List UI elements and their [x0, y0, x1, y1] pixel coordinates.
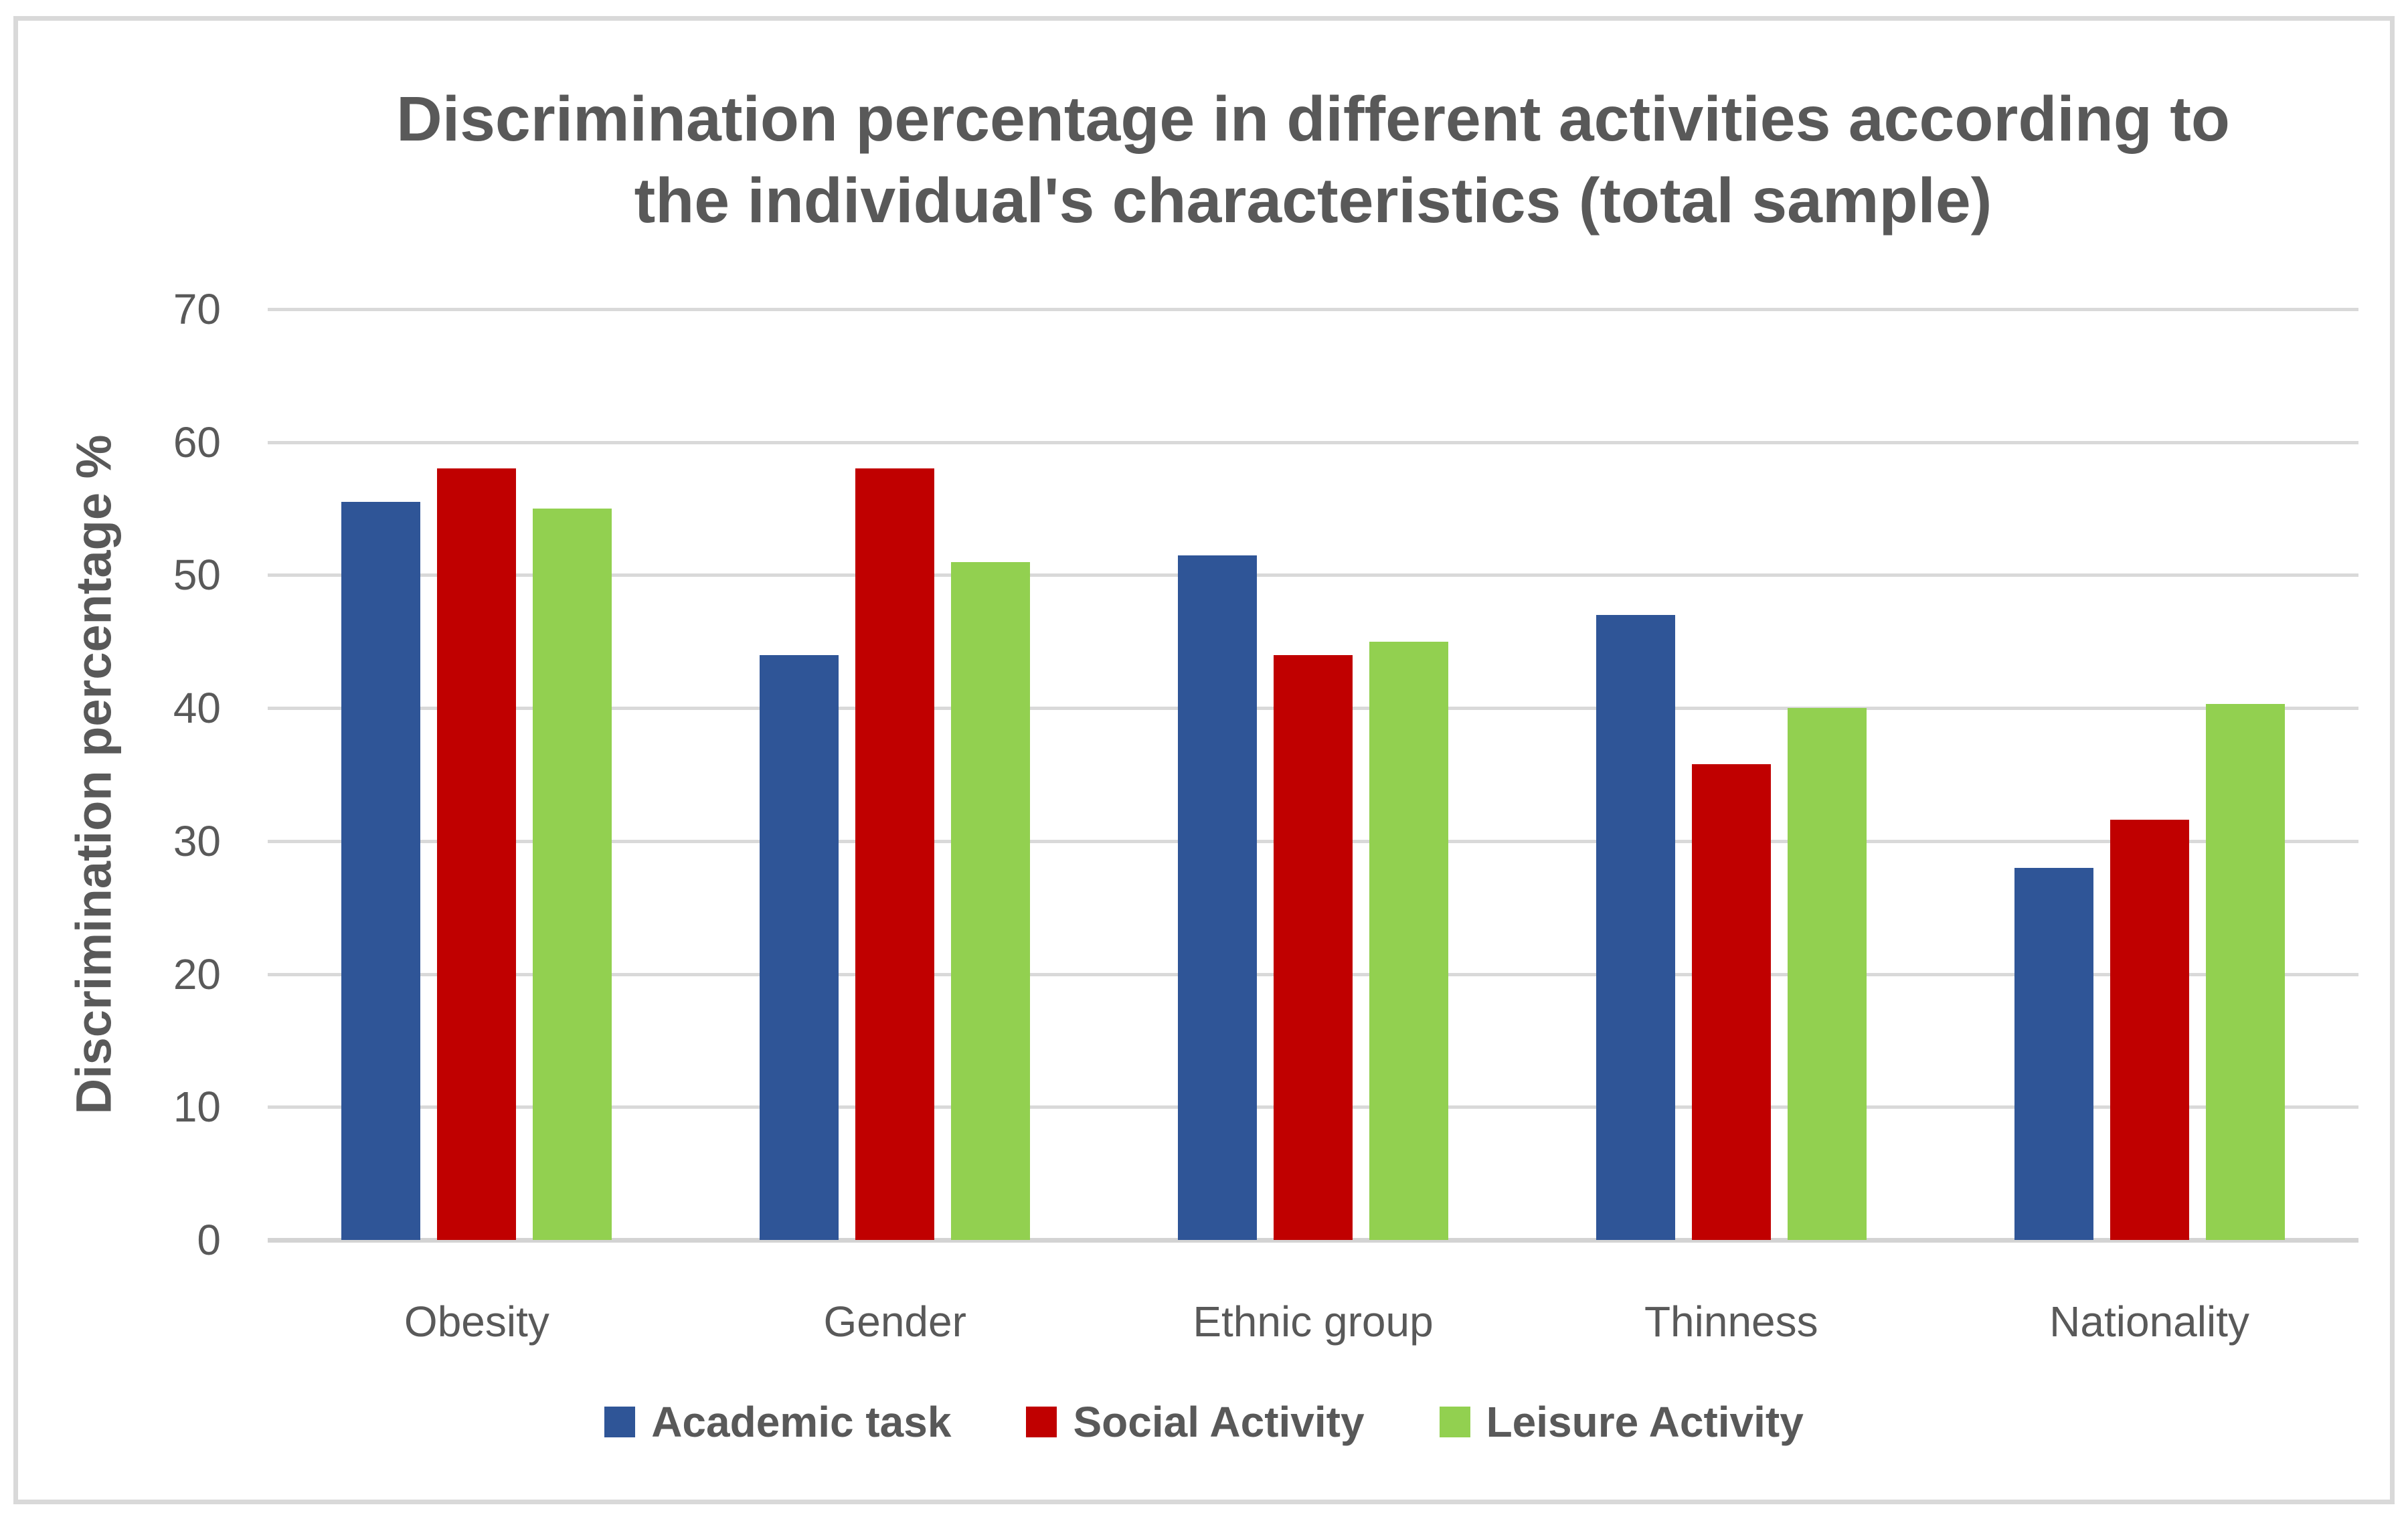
bar-leisure-activity-obesity: [533, 509, 612, 1240]
y-tick-label-10: 10: [173, 1083, 221, 1132]
bar-social-activity-nationality: [2110, 820, 2189, 1240]
gridline-70: [268, 308, 2358, 311]
legend-label-academic-task: Academic task: [651, 1398, 952, 1446]
x-axis-line: [268, 1238, 2358, 1243]
bar-social-activity-gender: [855, 468, 935, 1240]
bar-leisure-activity-ethnic-group: [1369, 641, 1448, 1240]
bar-academic-task-thinness: [1596, 615, 1675, 1240]
bar-social-activity-ethnic-group: [1274, 654, 1353, 1240]
y-axis-title-text: Discrimination percentage %: [66, 434, 122, 1115]
legend-label-leisure-activity: Leisure Activity: [1486, 1398, 1804, 1446]
bar-academic-task-gender: [760, 654, 839, 1240]
legend-swatch-leisure-activity: [1439, 1407, 1470, 1437]
bar-academic-task-ethnic-group: [1178, 555, 1257, 1240]
y-tick-label-30: 30: [173, 816, 221, 865]
bar-academic-task-nationality: [2014, 867, 2093, 1240]
chart-title: Discrimination percentage in different a…: [268, 79, 2358, 242]
legend-swatch-academic-task: [604, 1407, 636, 1437]
chart-title-line-1: Discrimination percentage in different a…: [396, 84, 2230, 155]
y-tick-label-50: 50: [173, 551, 221, 600]
y-tick-label-20: 20: [173, 950, 221, 998]
plot-area: [268, 308, 2358, 1243]
gridline-60: [268, 440, 2358, 444]
bar-leisure-activity-nationality: [2205, 704, 2285, 1240]
x-axis-label-gender: Gender: [823, 1298, 966, 1346]
bar-academic-task-obesity: [341, 502, 421, 1240]
bar-leisure-activity-thinness: [1787, 708, 1867, 1240]
legend-item-social-activity: Social Activity: [1026, 1397, 1365, 1447]
bar-social-activity-thinness: [1691, 764, 1771, 1240]
x-axis-label-obesity: Obesity: [404, 1298, 549, 1346]
x-axis-label-nationality: Nationality: [2049, 1298, 2249, 1346]
gridline-50: [268, 573, 2358, 577]
bar-social-activity-obesity: [437, 468, 517, 1240]
legend-label-social-activity: Social Activity: [1073, 1398, 1365, 1446]
y-tick-label-0: 0: [197, 1216, 221, 1264]
legend-item-academic-task: Academic task: [604, 1397, 951, 1447]
y-tick-label-70: 70: [173, 285, 221, 333]
bar-leisure-activity-gender: [951, 561, 1031, 1240]
x-axis-label-thinness: Thinness: [1644, 1298, 1818, 1346]
legend-item-leisure-activity: Leisure Activity: [1439, 1397, 1804, 1447]
chart-title-line-2: the individual's characteristics (total …: [634, 165, 1992, 236]
legend: Academic task Social Activity Leisure Acti…: [13, 1397, 2395, 1447]
y-tick-label-40: 40: [173, 684, 221, 733]
x-axis-label-ethnic-group: Ethnic group: [1193, 1298, 1434, 1346]
legend-swatch-social-activity: [1026, 1407, 1057, 1437]
y-tick-label-60: 60: [173, 418, 221, 466]
